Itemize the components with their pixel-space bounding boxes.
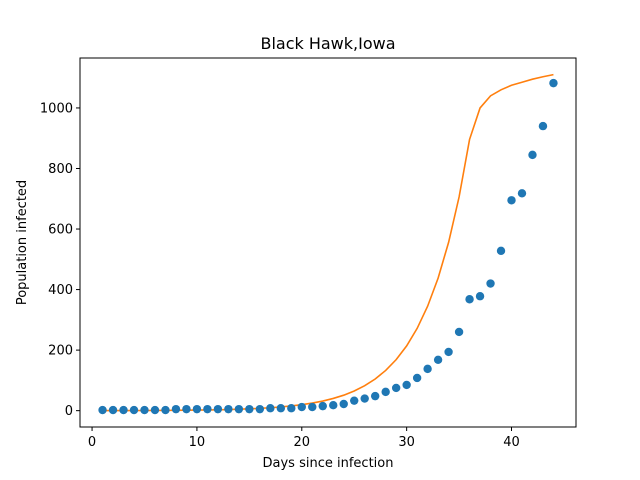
x-axis: 0 10 20 30 40: [88, 427, 520, 450]
y-tick-label: 1000: [40, 101, 73, 116]
data-point: [119, 405, 128, 415]
data-point: [329, 401, 338, 410]
data-point: [192, 404, 202, 414]
data-point: [454, 327, 464, 337]
data-point: [161, 405, 170, 415]
y-axis: 0 200 400 600 800 1000: [40, 101, 80, 419]
data-point: [266, 404, 275, 413]
data-point: [297, 402, 306, 412]
plot-area: [98, 73, 558, 415]
data-point: [370, 391, 380, 401]
data-point: [517, 189, 527, 198]
data-point: [150, 405, 160, 415]
data-point: [182, 404, 191, 414]
data-point: [255, 404, 265, 414]
data-point: [549, 78, 558, 88]
fit-curve-line: [102, 73, 554, 412]
data-point: [224, 404, 233, 414]
data-point: [245, 404, 254, 414]
data-point: [171, 404, 181, 414]
x-tick-label: 10: [189, 435, 206, 450]
data-point: [108, 405, 118, 415]
y-tick-label: 600: [48, 223, 73, 238]
data-point: [433, 355, 443, 364]
y-tick-label: 200: [48, 344, 73, 359]
data-point: [350, 396, 359, 405]
data-point: [234, 404, 244, 414]
data-point: [140, 405, 149, 415]
y-tick-label: 0: [65, 404, 73, 419]
data-point: [129, 405, 139, 415]
chart-title: Black Hawk,Iowa: [260, 34, 395, 53]
y-tick-label: 800: [48, 162, 73, 177]
x-tick-label: 40: [503, 435, 520, 450]
data-point: [538, 121, 548, 131]
data-point: [444, 347, 453, 357]
data-point: [318, 401, 327, 411]
data-point: [507, 196, 516, 205]
data-point: [276, 404, 286, 413]
data-point: [203, 404, 212, 414]
data-point: [98, 405, 107, 415]
data-point: [308, 402, 317, 412]
data-point: [486, 279, 495, 288]
data-point: [360, 394, 369, 403]
data-point: [213, 404, 223, 414]
x-tick-label: 30: [398, 435, 415, 450]
data-point: [475, 292, 485, 301]
x-tick-label: 0: [88, 435, 96, 450]
data-point: [528, 150, 537, 160]
data-point: [339, 399, 348, 409]
data-point: [465, 295, 474, 304]
data-point: [391, 383, 401, 393]
data-point: [412, 373, 422, 383]
data-point: [381, 387, 390, 397]
data-point: [402, 380, 411, 390]
data-point: [423, 364, 432, 374]
data-point: [287, 404, 296, 413]
data-point: [496, 246, 506, 256]
y-tick-label: 400: [48, 283, 73, 298]
x-tick-label: 20: [294, 435, 311, 450]
x-axis-label: Days since infection: [263, 456, 394, 471]
y-axis-label: Population infected: [15, 180, 30, 305]
axes-frame: [79, 57, 577, 428]
